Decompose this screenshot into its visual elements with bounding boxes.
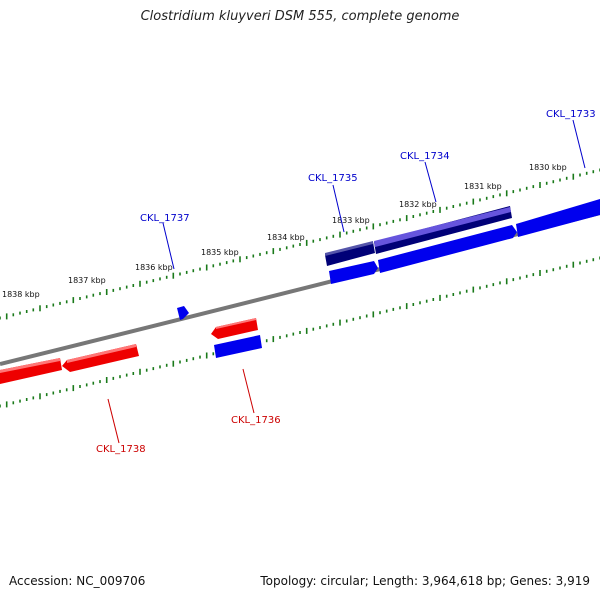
gene-ckl-1735[interactable] bbox=[325, 242, 375, 266]
gene-row2-2[interactable] bbox=[378, 225, 517, 273]
scale-label-1834: 1834 kbp bbox=[267, 233, 305, 242]
gene-ckl-1733[interactable] bbox=[516, 199, 600, 237]
gene-label-ckl-1733[interactable]: CKL_1733 bbox=[546, 109, 596, 120]
gene-ckl-1737[interactable] bbox=[177, 306, 189, 320]
scale-ticks-outer bbox=[0, 168, 600, 320]
gene-ckl-1738[interactable] bbox=[62, 344, 139, 372]
gene-red-left-shade[interactable] bbox=[0, 358, 60, 373]
scale-label-1831: 1831 kbp bbox=[464, 182, 502, 191]
leader-ckl-1737 bbox=[162, 222, 175, 270]
gene-row2-1[interactable] bbox=[329, 261, 378, 284]
scale-ticks-inner bbox=[0, 256, 600, 408]
gene-ckl-1738-shade[interactable] bbox=[67, 344, 136, 363]
gene-red-left[interactable] bbox=[0, 358, 62, 384]
gene-red-small[interactable] bbox=[211, 318, 258, 339]
scale-label-1830: 1830 kbp bbox=[529, 163, 567, 172]
page-title: Clostridium kluyveri DSM 555, complete g… bbox=[140, 9, 460, 24]
gene-red-small-shade[interactable] bbox=[216, 318, 256, 329]
leader-ckl-1738 bbox=[107, 398, 120, 444]
gene-label-ckl-1735[interactable]: CKL_1735 bbox=[308, 173, 358, 184]
gene-label-ckl-1737[interactable]: CKL_1737 bbox=[140, 213, 190, 224]
leader-ckl-1736 bbox=[242, 368, 255, 414]
gene-ckl-1735-upper[interactable] bbox=[325, 241, 373, 256]
gene-ckl-1734-upper[interactable] bbox=[374, 207, 511, 247]
scale-label-1835: 1835 kbp bbox=[201, 248, 239, 257]
scale-label-1838: 1838 kbp bbox=[2, 290, 40, 299]
leader-ckl-1734 bbox=[424, 161, 437, 203]
leader-ckl-1735 bbox=[332, 184, 345, 233]
scale-label-1836: 1836 kbp bbox=[135, 263, 173, 272]
gene-label-ckl-1734[interactable]: CKL_1734 bbox=[400, 151, 450, 162]
gene-ckl-1736[interactable] bbox=[214, 335, 262, 358]
gene-label-ckl-1736[interactable]: CKL_1736 bbox=[231, 415, 281, 426]
leader-ckl-1733 bbox=[572, 119, 586, 169]
scale-label-1832: 1832 kbp bbox=[399, 200, 437, 209]
genome-summary-text: Topology: circular; Length: 3,964,618 bp… bbox=[260, 574, 590, 588]
scale-label-1833: 1833 kbp bbox=[332, 216, 370, 225]
genome-backbone bbox=[0, 211, 600, 366]
scale-label-1837: 1837 kbp bbox=[68, 276, 106, 285]
gene-label-ckl-1738[interactable]: CKL_1738 bbox=[96, 444, 146, 455]
accession-text: Accession: NC_009706 bbox=[9, 574, 146, 588]
